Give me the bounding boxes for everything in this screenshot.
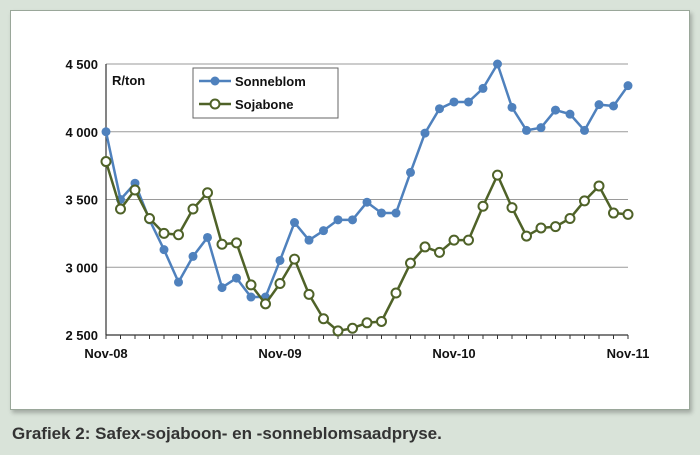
data-point-sonneblom [217,283,227,293]
data-point-sojabone [622,208,634,220]
legend-label-sonneblom: Sonneblom [235,74,306,89]
data-point-sojabone [390,287,402,299]
axes: 2 500 3 000 3 500 4 000 4 500 Nov-08 Nov-09 Nov… [65,57,649,361]
data-point-sonneblom [304,235,314,245]
data-point-sonneblom [522,125,531,135]
data-point-sonneblom [246,292,256,302]
data-point-sojabone [318,313,329,325]
data-point-sonneblom [290,218,299,228]
data-point-sonneblom [232,273,241,283]
y-tick-label: 2 500 [65,328,98,343]
x-tick-label: Nov-08 [84,346,127,361]
x-tick-label: Nov-09 [258,346,301,361]
data-point-sonneblom [536,123,546,133]
unit-label: R/ton [112,73,145,88]
data-point-sonneblom [449,97,459,107]
data-point-sojabone [347,322,358,334]
data-point-sojabone [506,202,518,214]
data-point-sojabone [303,288,315,300]
data-point-sonneblom [203,232,212,242]
data-point-sonneblom [188,251,198,261]
data-point-sojabone [332,325,344,337]
data-point-sonneblom [478,83,488,93]
data-point-sojabone [419,241,431,253]
data-point-sojabone [361,317,373,329]
data-point-sojabone [260,298,271,310]
y-tick-label: 4 000 [65,125,98,140]
data-point-sonneblom [580,125,589,135]
data-point-sojabone [492,169,503,181]
data-point-sojabone [463,234,474,246]
data-point-sojabone [289,253,300,265]
data-point-sonneblom [493,59,502,69]
data-point-sojabone [477,200,489,212]
data-point-sonneblom [319,226,328,236]
data-point-sonneblom [275,255,285,265]
data-point-sonneblom [565,109,575,119]
data-point-sojabone [274,278,286,290]
data-point-sonneblom [362,197,372,207]
y-tick-label: 4 500 [65,57,98,72]
data-point-sojabone [144,212,155,224]
data-point-sojabone [448,234,460,246]
data-point-sojabone [115,203,126,215]
data-point-sonneblom [551,105,560,115]
legend-marker-sojabone [209,98,221,110]
data-point-sojabone [550,221,561,233]
data-point-sojabone [158,227,170,239]
data-point-sojabone [202,187,213,199]
data-point-sonneblom [391,208,401,218]
data-point-sonneblom [174,277,183,287]
data-point-sonneblom [609,101,618,111]
series-line-sojabone [104,161,629,333]
y-tick-label: 3 500 [65,193,98,208]
figure-caption: Grafiek 2: Safex-sojaboon- en -sonneblom… [12,424,442,443]
data-point-sojabone [608,207,619,219]
data-point-sojabone [100,156,112,168]
data-point-sonneblom [435,104,444,114]
data-point-sojabone [129,184,141,196]
data-point-sonneblom [464,97,473,107]
data-point-sonneblom [348,215,357,225]
data-point-sojabone [434,246,445,258]
data-point-sojabone [231,237,242,249]
data-point-sonneblom [594,100,604,110]
data-point-sonneblom [623,81,633,91]
legend-box [192,67,339,119]
data-point-sojabone [187,203,199,215]
series-line-sonneblom [104,62,630,299]
legend-label-sojabone: Sojabone [235,97,294,112]
data-point-sonneblom [420,128,430,138]
data-point-sojabone [564,212,576,224]
data-point-sojabone [376,315,387,327]
data-point-sojabone [579,195,590,207]
data-point-sojabone [216,238,228,250]
legend-marker-sonneblom [210,76,220,86]
data-point-sonneblom [101,127,111,137]
data-point-sonneblom [507,102,517,112]
data-point-sojabone [521,230,532,242]
data-point-sojabone [173,229,184,241]
data-point-sojabone [535,222,547,234]
legend: Sonneblom Sojabone [192,67,339,119]
data-point-sonneblom [377,208,386,218]
y-tick-label: 3 000 [65,260,98,275]
data-point-sonneblom [159,245,169,255]
x-tick-label: Nov-10 [432,346,475,361]
series [100,59,634,337]
data-point-sojabone [405,257,416,269]
data-point-sonneblom [333,215,343,225]
data-point-sonneblom [406,167,415,177]
data-point-sojabone [593,180,605,192]
data-point-sojabone [245,279,257,291]
x-tick-label: Nov-11 [607,346,650,361]
